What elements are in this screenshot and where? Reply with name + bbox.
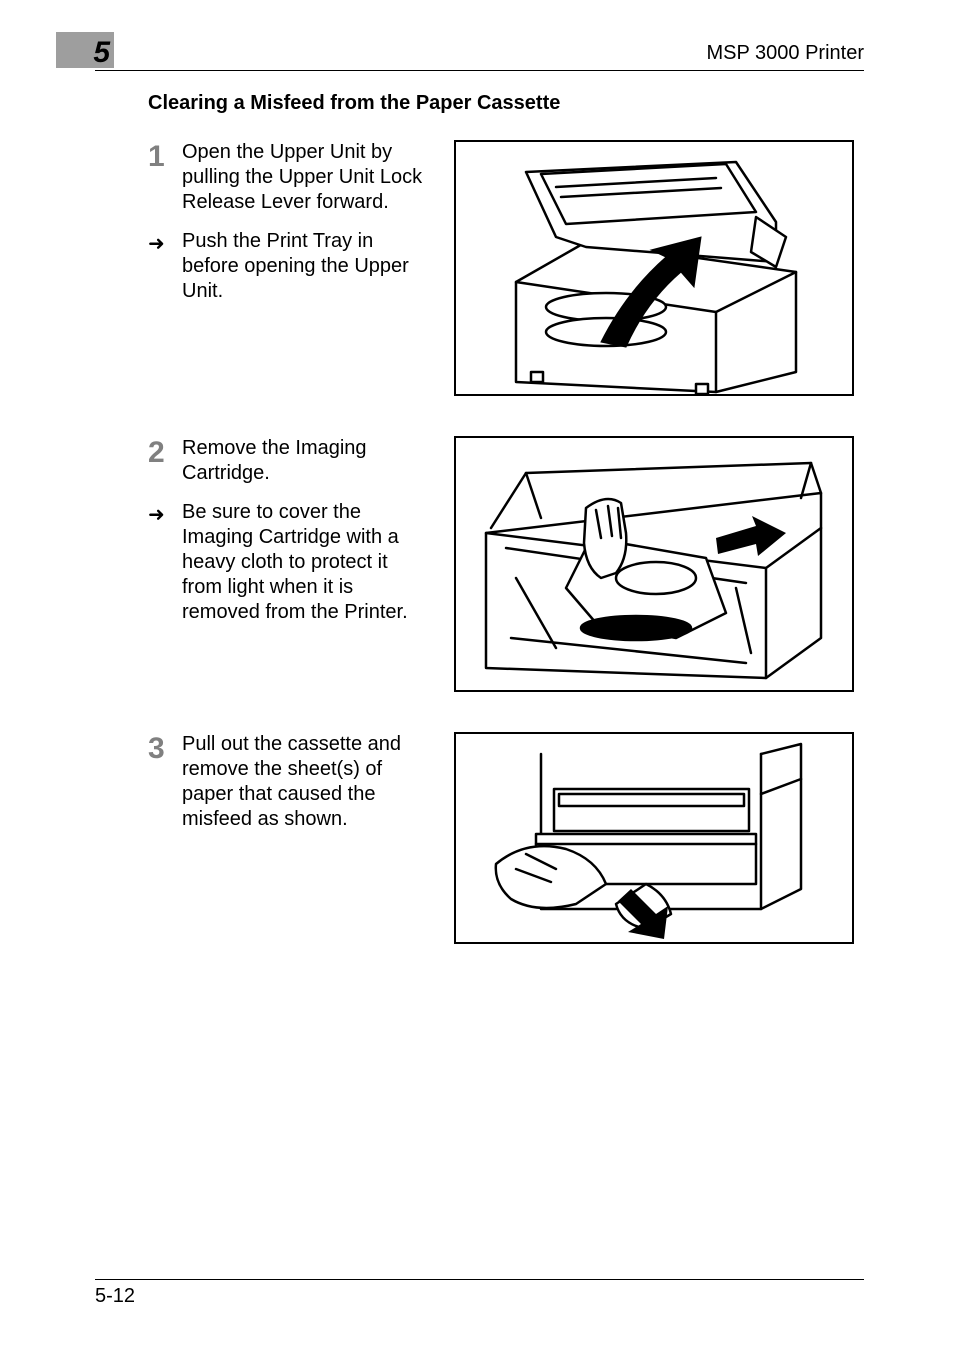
footer-rule: [95, 1279, 864, 1280]
step-2-block: 2 Remove the Imaging Cartridge. ➜ Be sur…: [148, 436, 864, 692]
step-2: 2 Remove the Imaging Cartridge.: [148, 436, 430, 486]
step-text: Open the Upper Unit by pulling the Upper…: [182, 140, 430, 215]
step-3-text-column: 3 Pull out the cassette and remove the s…: [148, 732, 430, 842]
figure-remove-cartridge: [454, 436, 854, 692]
note-arrow-icon: ➜: [148, 502, 182, 527]
step-number: 2: [148, 438, 182, 468]
step-2-text-column: 2 Remove the Imaging Cartridge. ➜ Be sur…: [148, 436, 430, 625]
note-text: Push the Print Tray in before opening th…: [182, 229, 430, 304]
section-title: Clearing a Misfeed from the Paper Casset…: [148, 92, 560, 115]
note-arrow-icon: ➜: [148, 231, 182, 256]
page-number: 5-12: [95, 1285, 135, 1308]
step-3-block: 3 Pull out the cassette and remove the s…: [148, 732, 864, 944]
step-number: 3: [148, 734, 182, 764]
chapter-badge: 5: [56, 32, 114, 68]
step-1: 1 Open the Upper Unit by pulling the Upp…: [148, 140, 430, 215]
content-area: 1 Open the Upper Unit by pulling the Upp…: [148, 140, 864, 984]
chapter-number: 5: [93, 38, 110, 68]
note-text: Be sure to cover the Imaging Cartridge w…: [182, 500, 430, 625]
step-1-block: 1 Open the Upper Unit by pulling the Upp…: [148, 140, 864, 396]
header-product-name: MSP 3000 Printer: [707, 42, 865, 65]
header-rule: [95, 70, 864, 71]
step-text: Remove the Imaging Cartridge.: [182, 436, 430, 486]
manual-page: 5 MSP 3000 Printer Clearing a Misfeed fr…: [0, 0, 954, 1352]
figure-open-upper-unit: [454, 140, 854, 396]
step-3: 3 Pull out the cassette and remove the s…: [148, 732, 430, 832]
step-text: Pull out the cassette and remove the she…: [182, 732, 430, 832]
step-1-note: ➜ Push the Print Tray in before opening …: [148, 229, 430, 304]
figure-pull-cassette: [454, 732, 854, 944]
step-2-note: ➜ Be sure to cover the Imaging Cartridge…: [148, 500, 430, 625]
step-1-text-column: 1 Open the Upper Unit by pulling the Upp…: [148, 140, 430, 304]
step-number: 1: [148, 142, 182, 172]
